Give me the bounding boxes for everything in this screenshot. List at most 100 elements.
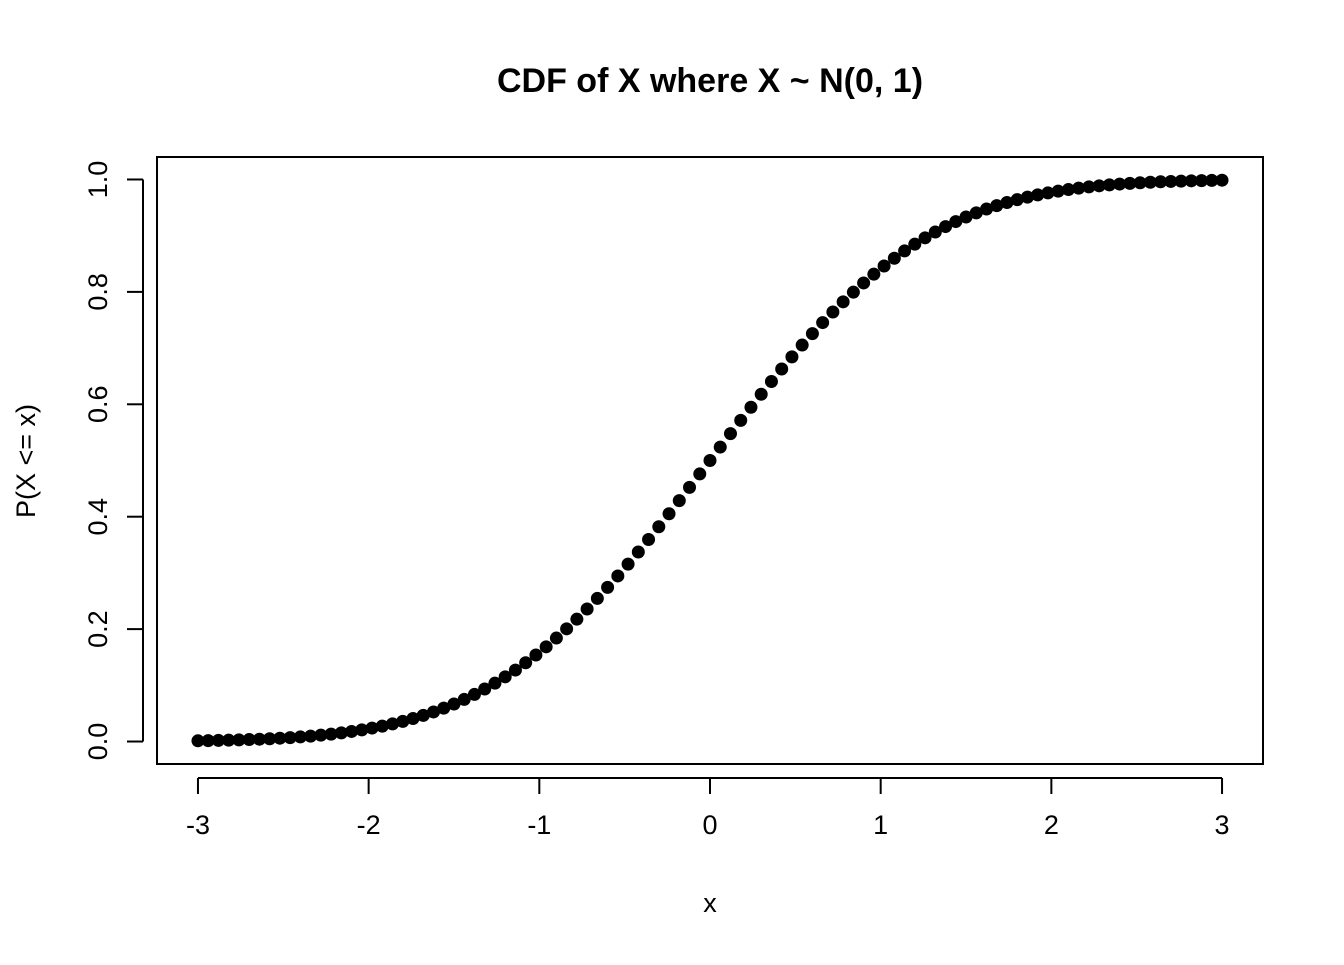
data-point bbox=[211, 733, 225, 747]
data-point bbox=[611, 569, 625, 583]
data-point bbox=[1092, 179, 1106, 193]
data-point bbox=[846, 285, 860, 299]
data-point bbox=[990, 199, 1004, 213]
data-point bbox=[652, 520, 666, 534]
data-point bbox=[1184, 174, 1198, 188]
y-tick-label: 1.0 bbox=[83, 161, 113, 199]
data-point bbox=[590, 591, 604, 605]
data-point bbox=[816, 316, 830, 330]
y-tick-label: 0.2 bbox=[83, 610, 113, 648]
data-point bbox=[488, 676, 502, 690]
data-point bbox=[969, 206, 983, 220]
data-point bbox=[273, 731, 287, 745]
data-point bbox=[467, 687, 481, 701]
data-point bbox=[805, 327, 819, 341]
data-point bbox=[1215, 173, 1229, 187]
data-point bbox=[775, 362, 789, 376]
data-point bbox=[355, 723, 369, 737]
data-point bbox=[549, 631, 563, 645]
data-point bbox=[908, 237, 922, 251]
data-point bbox=[601, 580, 615, 594]
data-point bbox=[672, 494, 686, 508]
data-point bbox=[959, 210, 973, 224]
y-tick-label: 0.8 bbox=[83, 273, 113, 311]
data-point bbox=[631, 545, 645, 559]
data-point bbox=[744, 400, 758, 414]
data-point bbox=[447, 697, 461, 711]
data-point bbox=[1195, 174, 1209, 188]
data-point bbox=[693, 467, 707, 481]
data-point bbox=[283, 731, 297, 745]
data-point bbox=[242, 733, 256, 747]
data-point bbox=[1123, 176, 1137, 190]
data-point bbox=[703, 454, 717, 467]
data-point bbox=[1000, 195, 1014, 209]
data-point bbox=[826, 305, 840, 319]
data-point bbox=[683, 480, 697, 494]
data-point bbox=[1041, 186, 1055, 200]
data-point bbox=[201, 734, 215, 748]
data-point bbox=[304, 729, 318, 743]
data-point bbox=[252, 732, 266, 746]
data-point bbox=[508, 663, 522, 677]
data-point bbox=[324, 727, 338, 741]
y-tick-label: 0.6 bbox=[83, 386, 113, 424]
x-tick-label: 2 bbox=[1044, 810, 1059, 840]
data-point bbox=[939, 220, 953, 234]
x-tick-label: -1 bbox=[527, 810, 551, 840]
data-point bbox=[795, 338, 809, 352]
data-point bbox=[427, 705, 440, 719]
data-point bbox=[406, 712, 420, 726]
x-tick-label: -3 bbox=[186, 810, 210, 840]
data-point bbox=[1082, 180, 1096, 194]
data-point bbox=[1205, 173, 1219, 187]
x-axis: -3 -2 -1 0 1 2 3 bbox=[186, 777, 1230, 840]
data-point bbox=[867, 267, 881, 281]
data-point bbox=[498, 670, 512, 684]
plot-area-frame bbox=[156, 156, 1264, 765]
x-tick-label: 0 bbox=[702, 810, 717, 840]
data-point bbox=[263, 732, 277, 746]
data-point bbox=[580, 602, 594, 616]
data-point bbox=[949, 215, 963, 229]
data-point bbox=[928, 225, 942, 239]
data-point bbox=[662, 507, 676, 521]
y-axis: 0.0 0.2 0.4 0.6 0.8 1.0 bbox=[83, 161, 144, 761]
data-point bbox=[1051, 184, 1065, 198]
data-point bbox=[437, 701, 451, 715]
data-points bbox=[191, 173, 1229, 748]
data-point bbox=[713, 440, 727, 454]
y-tick-label: 0.0 bbox=[83, 723, 113, 761]
data-point bbox=[539, 640, 553, 654]
data-point bbox=[386, 717, 400, 731]
data-point bbox=[191, 734, 205, 748]
data-point bbox=[1020, 190, 1034, 204]
data-point bbox=[1113, 177, 1127, 191]
data-point bbox=[785, 350, 799, 364]
x-tick-label: 3 bbox=[1215, 810, 1230, 840]
data-point bbox=[887, 251, 901, 265]
data-point bbox=[560, 622, 574, 636]
data-point bbox=[519, 656, 533, 670]
data-point bbox=[918, 231, 932, 245]
x-axis-label: x bbox=[703, 888, 717, 918]
data-point bbox=[621, 557, 635, 571]
y-tick-label: 0.4 bbox=[83, 498, 113, 536]
data-point bbox=[457, 692, 471, 706]
data-point bbox=[416, 708, 430, 722]
data-point bbox=[375, 719, 389, 733]
data-point bbox=[642, 533, 656, 547]
y-axis-label: P(X <= x) bbox=[11, 404, 41, 518]
data-point bbox=[1061, 183, 1075, 197]
data-point bbox=[478, 682, 492, 696]
data-point bbox=[857, 276, 871, 290]
data-point bbox=[334, 726, 348, 740]
data-point bbox=[1143, 175, 1157, 189]
data-point bbox=[734, 413, 748, 427]
x-tick-label: 1 bbox=[873, 810, 888, 840]
data-point bbox=[345, 724, 359, 738]
data-point bbox=[1133, 176, 1147, 190]
data-point bbox=[836, 295, 850, 309]
data-point bbox=[1010, 193, 1024, 207]
